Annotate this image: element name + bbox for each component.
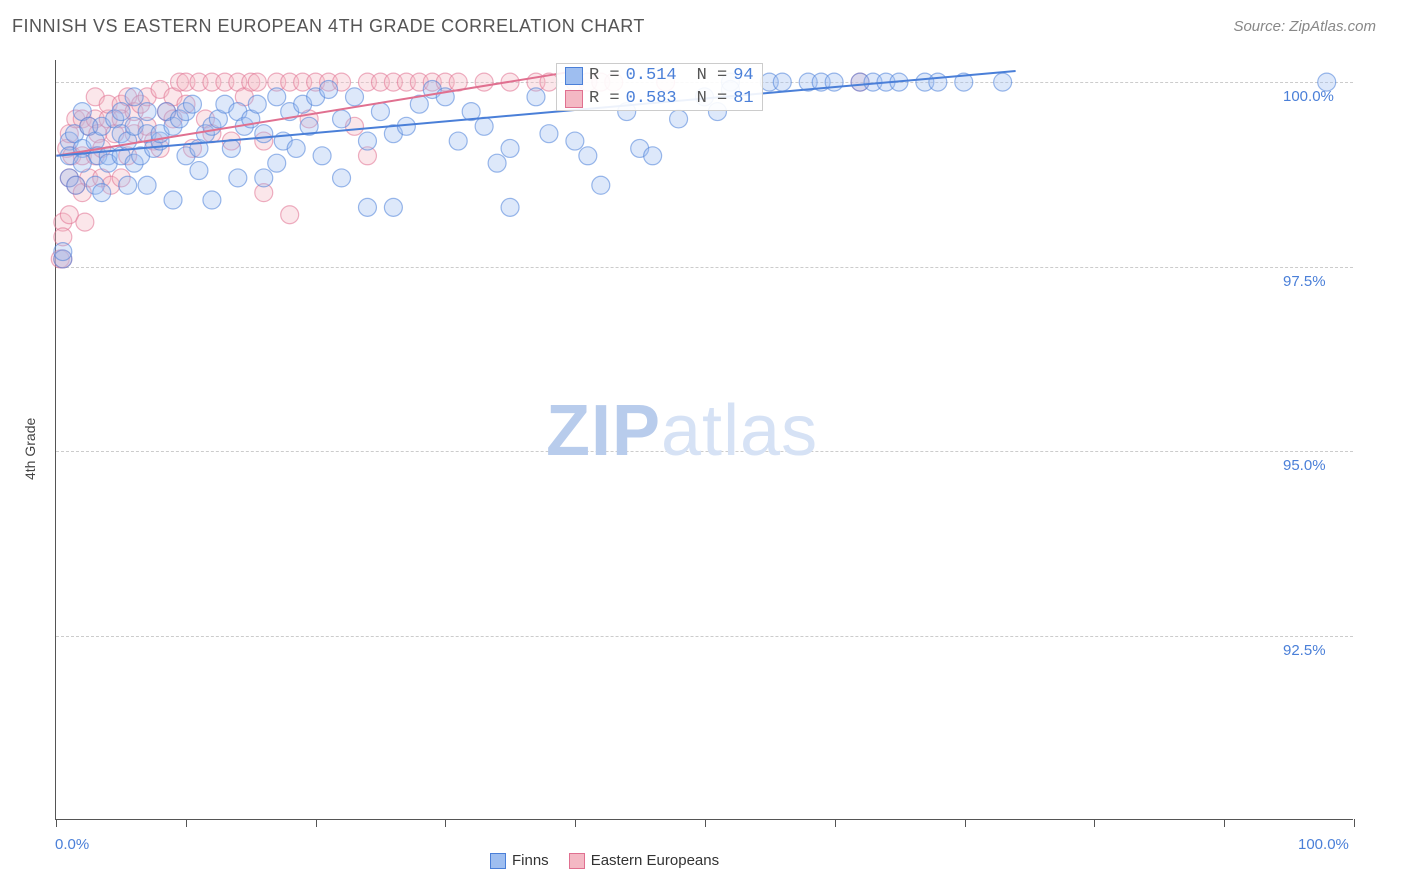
x-tick-label: 100.0% xyxy=(1298,836,1349,853)
plot-area: ZIPatlas R = 0.514 N = 94 R = 0.583 N = … xyxy=(55,60,1353,820)
stats-row-finns: R = 0.514 N = 94 xyxy=(557,64,762,87)
stats-n-label: N = xyxy=(697,66,728,85)
y-tick-label: 97.5% xyxy=(1283,273,1326,290)
chart-container: FINNISH VS EASTERN EUROPEAN 4TH GRADE CO… xyxy=(0,0,1406,892)
y-axis-label: 4th Grade xyxy=(22,418,38,480)
stats-row-eastern: R = 0.583 N = 81 xyxy=(557,87,762,110)
stats-swatch-finns xyxy=(565,67,583,85)
legend: Finns Eastern Europeans xyxy=(490,852,719,869)
correlation-stats-box: R = 0.514 N = 94 R = 0.583 N = 81 xyxy=(556,63,763,111)
stats-n-value-finns: 94 xyxy=(733,66,753,85)
stats-n-value-eastern: 81 xyxy=(733,89,753,108)
legend-item-finns: Finns xyxy=(490,852,549,869)
stats-n-label: N = xyxy=(697,89,728,108)
legend-swatch-finns xyxy=(490,853,506,869)
chart-svg xyxy=(56,60,1353,819)
source-attribution: Source: ZipAtlas.com xyxy=(1233,18,1376,35)
legend-label-finns: Finns xyxy=(512,852,549,869)
chart-title: FINNISH VS EASTERN EUROPEAN 4TH GRADE CO… xyxy=(12,16,645,37)
legend-swatch-eastern xyxy=(569,853,585,869)
y-tick-label: 100.0% xyxy=(1283,88,1334,105)
stats-r-value-finns: 0.514 xyxy=(626,66,677,85)
y-tick-label: 95.0% xyxy=(1283,457,1326,474)
y-tick-label: 92.5% xyxy=(1283,642,1326,659)
legend-label-eastern: Eastern Europeans xyxy=(591,852,719,869)
stats-r-label: R = xyxy=(589,66,620,85)
stats-r-value-eastern: 0.583 xyxy=(626,89,677,108)
legend-item-eastern: Eastern Europeans xyxy=(569,852,719,869)
x-tick-label: 0.0% xyxy=(55,836,89,853)
stats-swatch-eastern xyxy=(565,90,583,108)
stats-r-label: R = xyxy=(589,89,620,108)
